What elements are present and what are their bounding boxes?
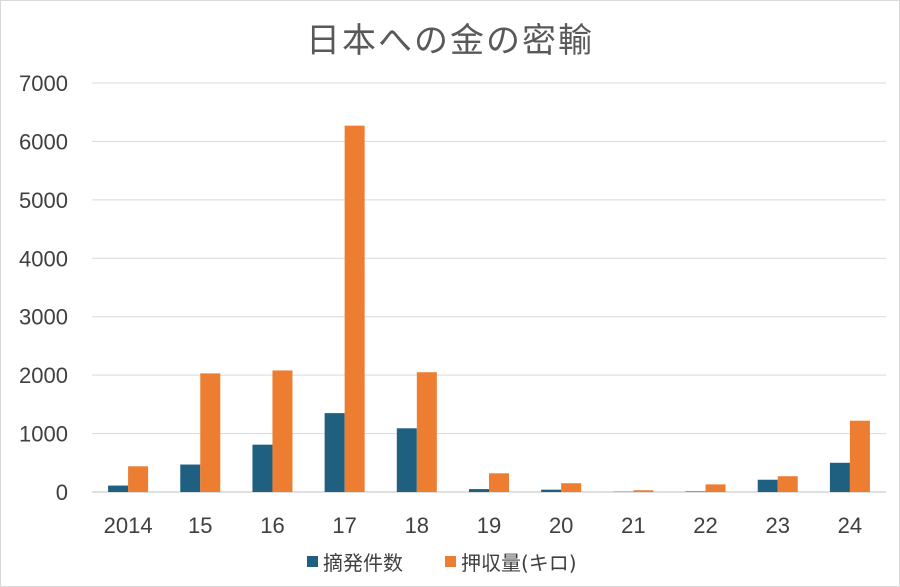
bar-series-1-2014 xyxy=(128,466,149,492)
y-tick-label: 4000 xyxy=(19,246,68,271)
legend: 摘発件数 押収量(キロ) xyxy=(307,551,577,575)
legend-swatch-0 xyxy=(307,556,318,567)
x-tick-label: 18 xyxy=(405,513,429,538)
bar-series-1-21 xyxy=(633,490,654,492)
bar-series-1-20 xyxy=(561,483,582,492)
x-axis: 2014 15 16 17 18 19 20 21 22 23 24 xyxy=(104,513,863,538)
y-tick-label: 0 xyxy=(56,480,68,505)
bar-series-1-15 xyxy=(200,373,221,492)
y-tick-label: 5000 xyxy=(19,188,68,213)
x-tick-label: 20 xyxy=(549,513,573,538)
y-tick-label: 2000 xyxy=(19,363,68,388)
bar-series-0-17 xyxy=(324,413,345,492)
x-tick-label: 22 xyxy=(693,513,717,538)
bar-series-1-22 xyxy=(705,484,726,492)
x-tick-label: 15 xyxy=(188,513,212,538)
bar-series-0-24 xyxy=(829,462,850,492)
bar-series-0-22 xyxy=(685,491,706,492)
bar-series-0-19 xyxy=(469,489,489,492)
y-axis: 0 1000 2000 3000 4000 5000 6000 7000 xyxy=(19,71,68,505)
bar-series-0-18 xyxy=(396,428,417,492)
bar-series-0-20 xyxy=(541,489,562,492)
x-tick-label: 17 xyxy=(332,513,356,538)
gridlines xyxy=(92,82,886,493)
y-tick-label: 3000 xyxy=(19,305,68,330)
x-tick-label: 21 xyxy=(621,513,645,538)
x-tick-label: 23 xyxy=(765,513,789,538)
bars xyxy=(108,125,870,492)
x-tick-label: 24 xyxy=(838,513,862,538)
legend-label-1: 押収量(キロ) xyxy=(461,551,577,575)
y-tick-label: 1000 xyxy=(19,422,68,447)
legend-swatch-1 xyxy=(445,556,456,567)
y-tick-label: 6000 xyxy=(19,129,68,154)
bar-series-1-19 xyxy=(489,473,509,492)
chart-title: 日本への金の密輸 xyxy=(306,21,594,61)
bar-series-1-16 xyxy=(272,370,293,492)
bar-series-0-16 xyxy=(252,444,273,492)
bar-series-1-18 xyxy=(416,372,437,492)
legend-label-0: 摘発件数 xyxy=(323,551,403,575)
x-tick-label: 16 xyxy=(260,513,284,538)
x-tick-label: 2014 xyxy=(104,513,153,538)
bar-series-0-2014 xyxy=(108,485,129,492)
y-tick-label: 7000 xyxy=(19,71,68,96)
bar-series-1-23 xyxy=(777,476,798,492)
x-tick-label: 19 xyxy=(477,513,501,538)
bar-series-1-17 xyxy=(344,125,365,492)
bar-series-0-15 xyxy=(180,464,201,492)
bar-series-1-24 xyxy=(849,420,870,492)
bar-series-0-23 xyxy=(757,479,778,492)
